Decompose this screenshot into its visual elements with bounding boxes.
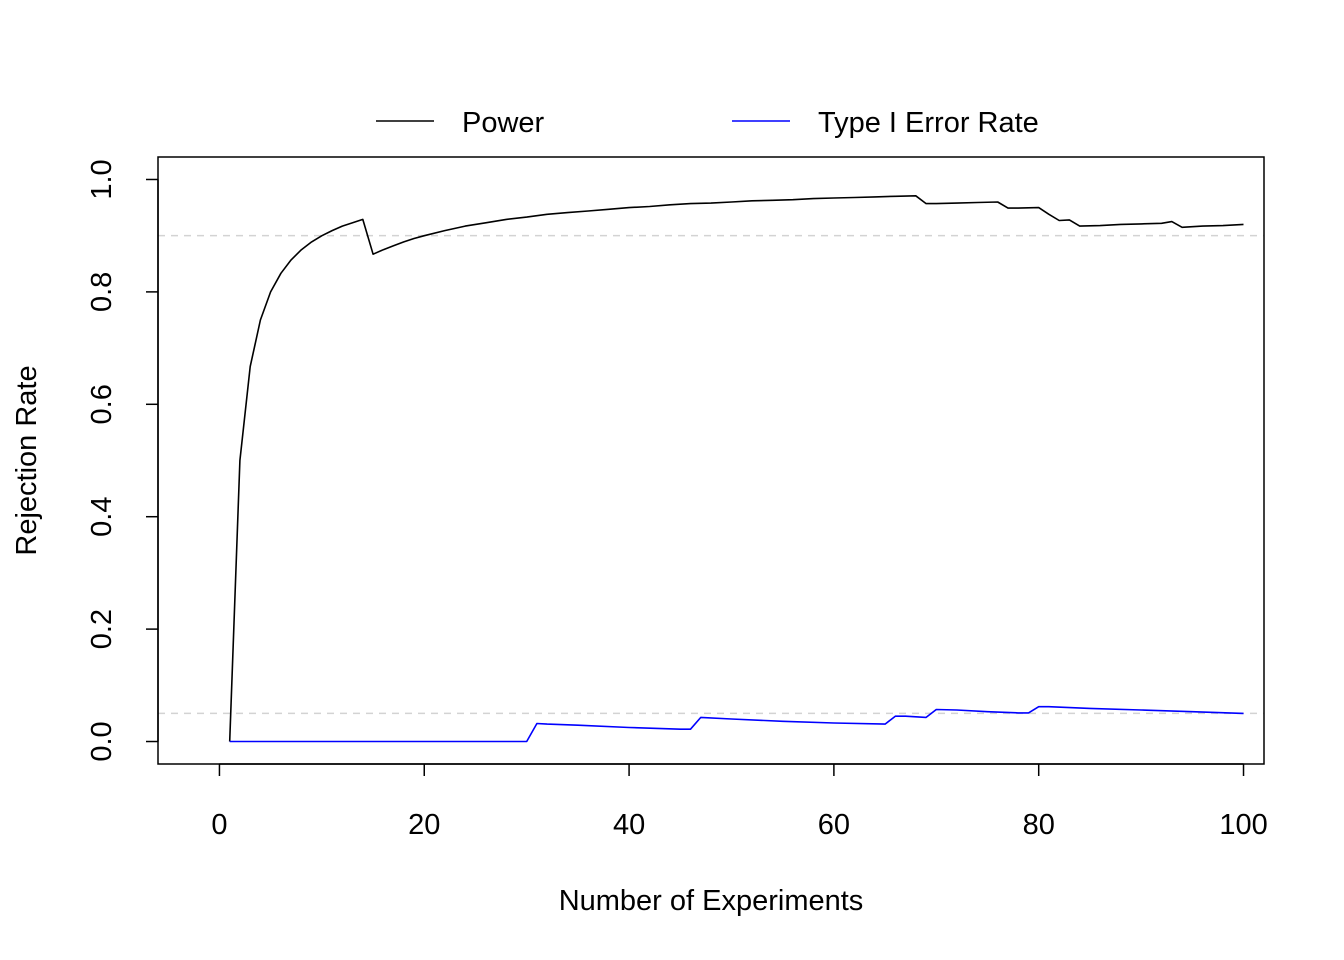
y-tick-label: 0.4 [86,497,118,537]
y-tick-label: 0.6 [86,384,118,424]
series-lines [228,195,1244,743]
plot-frame [157,156,1265,765]
legend: Power Type I Error Rate [376,107,1039,139]
x-tick-label: 100 [1219,809,1267,841]
series-line-power [228,195,1244,742]
y-tick-label: 0.2 [86,609,118,649]
y-axis-label: Rejection Rate [11,365,43,555]
y-tick-label: 1.0 [86,159,118,199]
x-tick-label: 0 [211,809,227,841]
legend-label: Power [462,107,545,139]
x-tick-label: 60 [818,809,850,841]
legend-label: Type I Error Rate [818,107,1039,139]
y-tick-label: 0.8 [86,272,118,312]
x-axis-label: Number of Experiments [559,885,864,917]
y-axis: 0.0 0.2 0.4 0.6 0.8 1.0 [86,159,159,762]
x-tick-label: 40 [613,809,645,841]
series-line-type-i-error-rate [229,705,1244,743]
x-tick-label: 20 [408,809,440,841]
reference-lines [158,234,1264,715]
x-axis: 0 20 40 60 80 100 [211,763,1268,841]
y-tick-label: 0.0 [86,721,118,761]
x-tick-label: 80 [1023,809,1055,841]
